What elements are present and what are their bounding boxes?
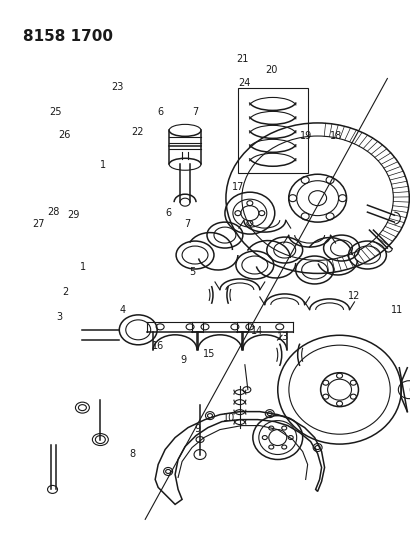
Text: 9: 9 [194,424,201,434]
Text: 1: 1 [100,160,106,171]
Text: 18: 18 [330,131,343,141]
Bar [238,88,308,173]
Text: 14: 14 [251,326,263,336]
Text: 25: 25 [50,107,62,117]
Text: 27: 27 [32,219,45,229]
Text: 4: 4 [120,305,126,315]
Text: 12: 12 [348,290,360,301]
Text: 7: 7 [184,219,190,229]
Text: 20: 20 [265,65,277,75]
Text: 8158 1700: 8158 1700 [23,29,113,44]
Text: 7: 7 [192,107,199,117]
Text: 24: 24 [238,78,251,88]
Text: 15: 15 [203,349,216,359]
Text: 19: 19 [300,131,312,141]
Text: 26: 26 [58,130,70,140]
Text: 6: 6 [166,208,172,219]
Text: 21: 21 [236,54,249,64]
Text: 9: 9 [180,354,186,365]
Text: 28: 28 [47,207,59,217]
Text: 8: 8 [129,449,136,458]
Text: 10: 10 [223,413,236,423]
Text: 13: 13 [277,332,289,342]
Text: 3: 3 [56,312,62,322]
Text: 22: 22 [132,127,144,137]
Text: 5: 5 [189,267,196,277]
Text: 2: 2 [62,287,69,297]
Text: 17: 17 [232,182,245,192]
Text: 6: 6 [157,107,164,117]
Text: 29: 29 [67,210,80,220]
Text: 11: 11 [391,305,403,315]
Text: 23: 23 [111,82,124,92]
Text: 1: 1 [80,262,85,271]
Text: 16: 16 [152,341,164,351]
